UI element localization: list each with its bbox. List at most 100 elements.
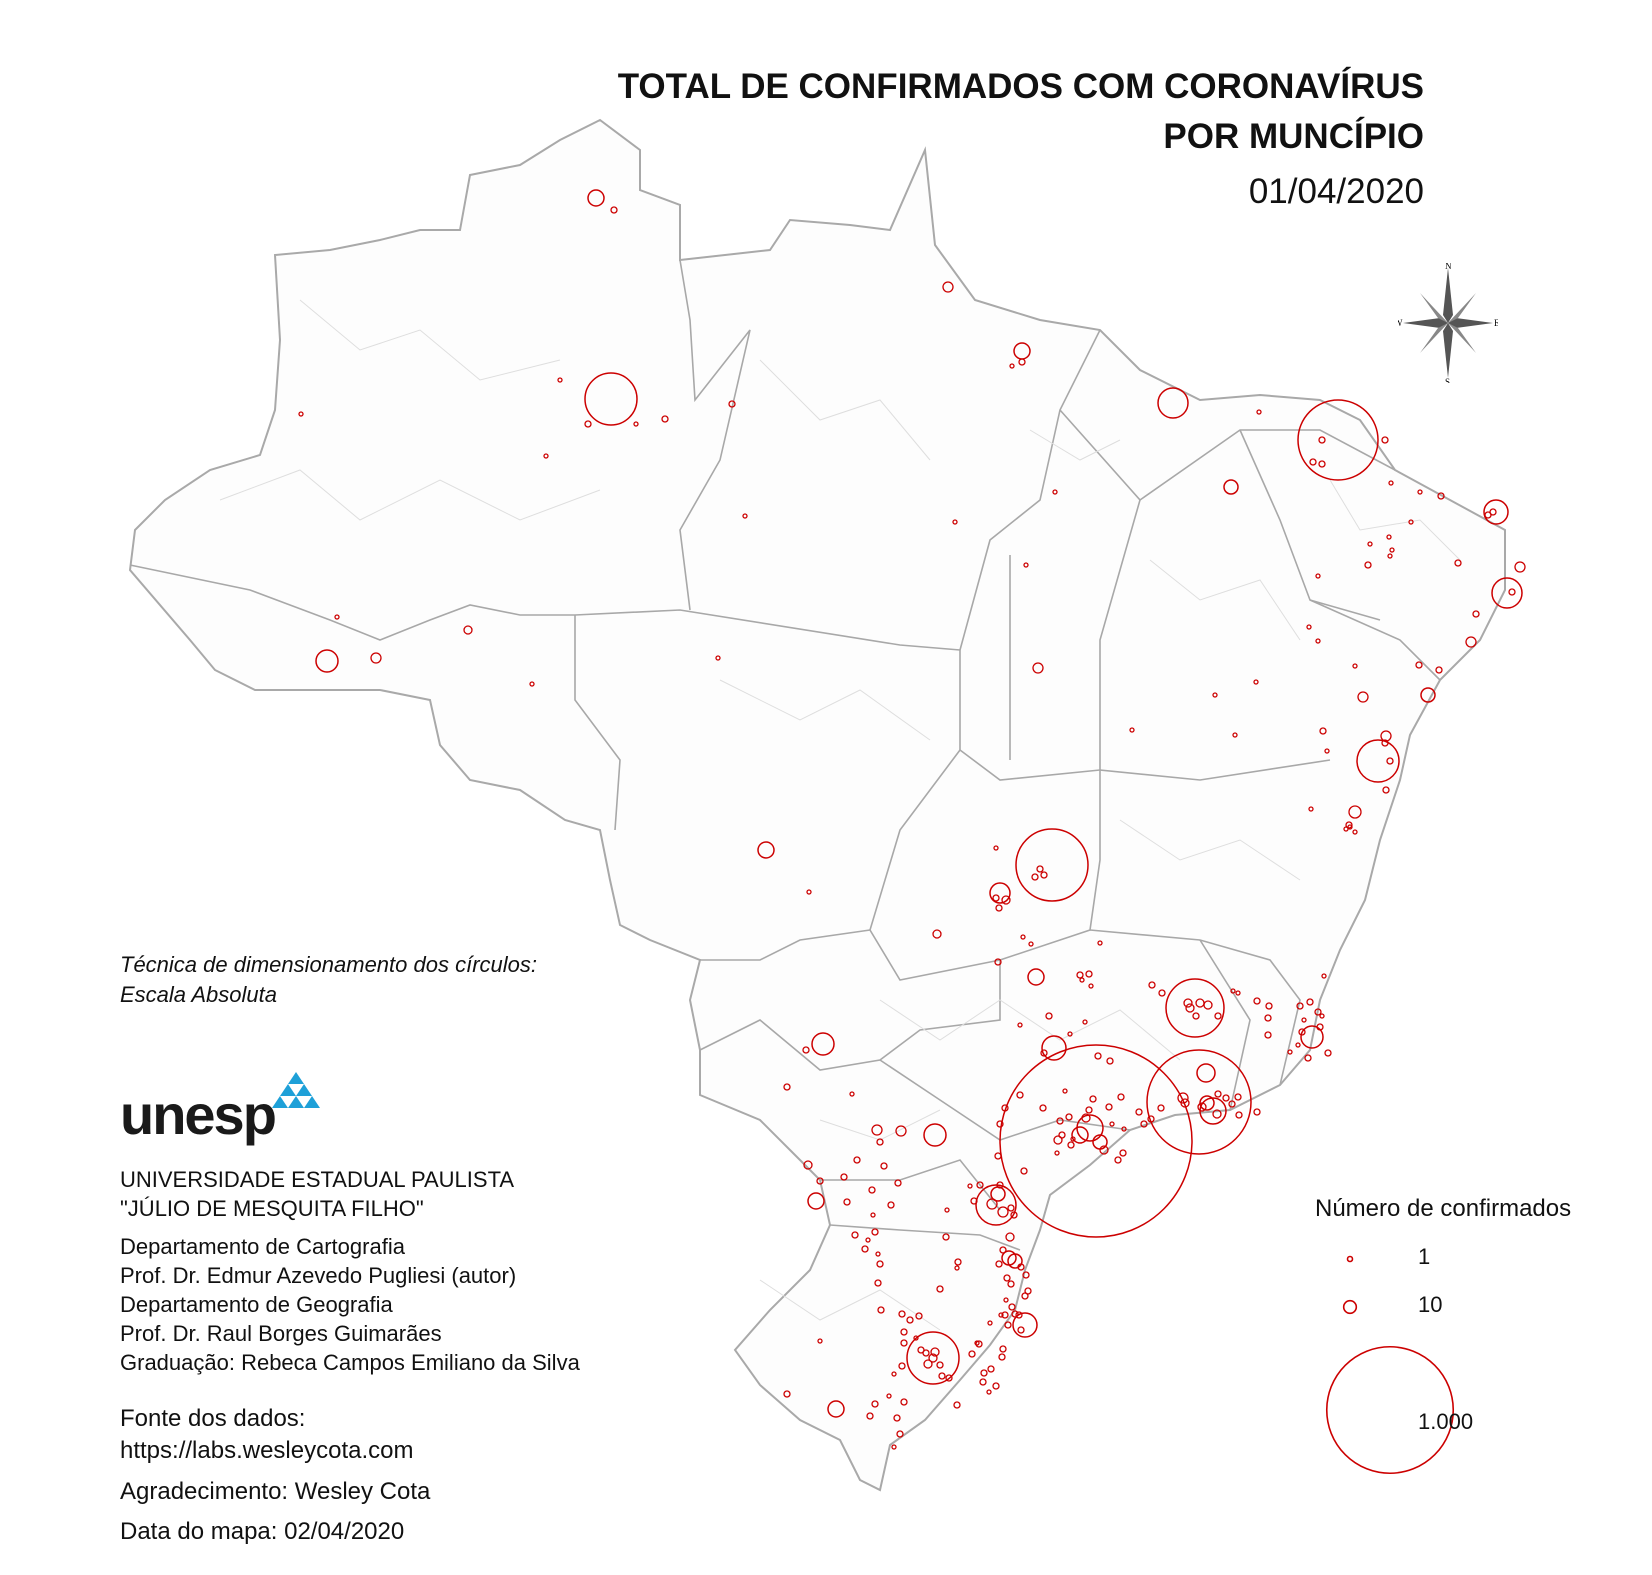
case-circle	[1212, 692, 1218, 698]
case-circle	[816, 1177, 824, 1185]
case-circle	[1408, 519, 1414, 525]
case-circle	[1388, 480, 1394, 486]
case-circle	[975, 1184, 1017, 1226]
case-circle	[1097, 940, 1103, 946]
case-circle	[807, 1192, 825, 1210]
case-circle	[1007, 1280, 1015, 1288]
case-circle	[1094, 1052, 1102, 1060]
technique-line-1: Técnica de dimensionamento dos círculos:	[120, 952, 537, 977]
case-circle	[999, 1044, 1193, 1238]
case-circle	[1067, 1141, 1075, 1149]
case-circle	[1012, 1312, 1038, 1338]
case-circle	[1264, 1014, 1272, 1022]
case-circle	[1106, 1057, 1114, 1065]
map-title: TOTAL DE CONFIRMADOS COM CORONAVÍRUS POR…	[618, 62, 1424, 162]
case-circle	[886, 1393, 892, 1399]
case-circle	[1129, 727, 1135, 733]
case-circle	[1109, 1121, 1115, 1127]
case-circle	[1214, 1012, 1222, 1020]
case-circle	[932, 929, 942, 939]
case-circle	[1203, 1000, 1213, 1010]
case-circle	[1306, 624, 1312, 630]
case-circle	[898, 1362, 906, 1370]
case-circle	[849, 1091, 855, 1097]
case-circle	[817, 1338, 823, 1344]
case-circle	[1183, 998, 1193, 1008]
case-circle	[1016, 1091, 1024, 1099]
case-circle	[1157, 1104, 1165, 1112]
case-circle	[1185, 1003, 1195, 1013]
case-circle	[1264, 1031, 1272, 1039]
case-circle	[1364, 561, 1372, 569]
case-circle	[1008, 1303, 1016, 1311]
compass-n: N	[1445, 263, 1452, 271]
institution-line-2: "JÚLIO DE MESQUITA FILHO"	[120, 1196, 424, 1221]
case-circle	[936, 1361, 944, 1369]
logo-triangles-icon	[272, 1072, 320, 1108]
legend-circle	[1346, 1255, 1354, 1263]
legend-circle	[1342, 1299, 1358, 1315]
case-circle	[853, 1156, 861, 1164]
case-circle	[610, 206, 618, 214]
case-circle	[876, 1138, 884, 1146]
case-circle	[1387, 553, 1393, 559]
case-circle	[1345, 821, 1353, 829]
case-circle	[1296, 1002, 1304, 1010]
case-circle	[1309, 458, 1317, 466]
case-circle	[917, 1346, 925, 1354]
case-circle	[1298, 1028, 1306, 1036]
case-circle	[861, 1245, 869, 1253]
author-line: Departamento de Cartografia	[120, 1234, 405, 1259]
author-line: Graduação: Rebeca Campos Emiliano da Sil…	[120, 1350, 580, 1375]
case-circle	[1308, 806, 1314, 812]
case-circle	[1386, 534, 1392, 540]
case-circle	[1352, 663, 1358, 669]
case-circle	[1316, 1023, 1324, 1031]
case-circle	[994, 958, 1002, 966]
case-circle	[953, 1401, 961, 1409]
case-circle	[1454, 559, 1462, 567]
case-circle	[1045, 1012, 1053, 1020]
case-circle	[874, 1279, 882, 1287]
case-circle	[1253, 679, 1259, 685]
municipality-boundaries	[219, 299, 1461, 1331]
case-circle	[954, 1258, 962, 1266]
case-circle	[1135, 1108, 1143, 1116]
case-circle	[1067, 1031, 1073, 1037]
case-circle	[896, 1430, 904, 1438]
case-circle	[1088, 983, 1094, 989]
case-circle	[1381, 739, 1389, 747]
case-circle	[975, 1340, 983, 1348]
case-circle	[1071, 1126, 1089, 1144]
case-circle	[1085, 970, 1093, 978]
case-circle	[1010, 1211, 1018, 1219]
case-circle	[1031, 873, 1039, 881]
case-circle	[942, 1233, 950, 1241]
title-date: 01/04/2020	[1248, 172, 1424, 211]
case-circle	[1192, 1012, 1200, 1020]
case-circle	[997, 1206, 1009, 1218]
case-circle	[1003, 1297, 1009, 1303]
case-circle	[1004, 1321, 1012, 1329]
circle-technique-note: Técnica de dimensionamento dos círculos:…	[120, 950, 537, 1010]
case-circle	[1036, 865, 1044, 873]
case-circle	[1011, 1310, 1019, 1318]
case-circle	[1017, 1022, 1023, 1028]
title-line-1: TOTAL DE CONFIRMADOS COM CORONAVÍRUS	[617, 67, 1424, 106]
case-circle	[1230, 988, 1236, 994]
case-circle	[1315, 638, 1321, 644]
case-circle	[529, 681, 535, 687]
compass-s: S	[1445, 377, 1450, 383]
case-circle	[923, 1359, 933, 1369]
case-circle	[1222, 1094, 1230, 1102]
case-circle	[1121, 1126, 1127, 1132]
thanks-text: Agradecimento: Wesley Cota	[120, 1478, 431, 1505]
case-circle	[989, 882, 1011, 904]
case-circle	[1001, 1104, 1009, 1112]
case-circle	[954, 1265, 960, 1271]
institution-block: UNIVERSIDADE ESTADUAL PAULISTA "JÚLIO DE…	[120, 1165, 514, 1223]
case-circle	[1235, 990, 1241, 996]
case-circle	[1081, 1113, 1091, 1123]
case-circle	[1040, 871, 1048, 879]
case-circle	[992, 1382, 1000, 1390]
